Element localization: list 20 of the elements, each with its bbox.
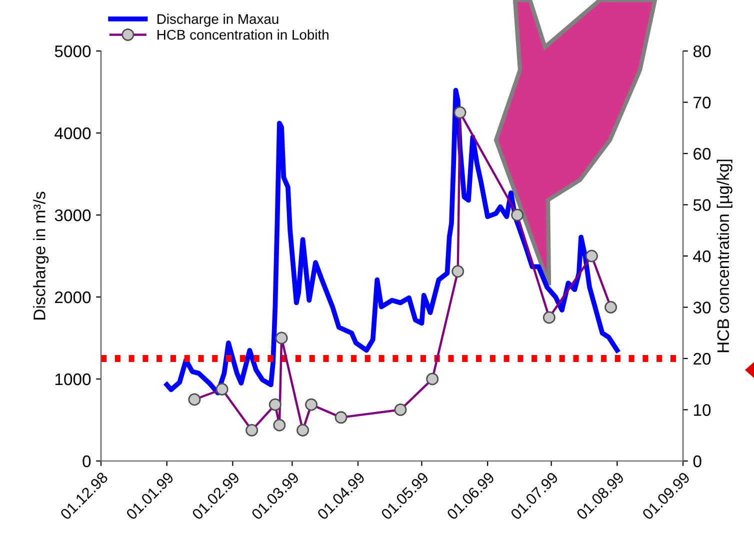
- y2-tick-label: 50: [693, 199, 711, 211]
- legend-label: Discharge in Maxau: [158, 14, 278, 27]
- y2-tick-label: 20: [694, 352, 711, 365]
- y-tick-label: 0: [82, 455, 91, 468]
- y2-tick-label: 30: [693, 302, 711, 314]
- y2-tick-label: 70: [694, 96, 711, 108]
- y-tick-label: 2000: [55, 291, 91, 304]
- y-tick-label: 1000: [55, 373, 91, 386]
- y-tick-label: 5000: [54, 45, 91, 58]
- legend-label: HCB concentration in Lobith: [158, 29, 328, 40]
- y-axis-title: Discharge in m³/s: [33, 192, 49, 320]
- y-tick-label: 3000: [54, 209, 91, 222]
- y2-tick-label: 0: [693, 455, 702, 468]
- y-tick-label: 4000: [54, 127, 91, 140]
- y2-tick-label: 60: [694, 148, 711, 160]
- y2-tick-label: 40: [693, 250, 711, 262]
- y2-axis-title: HCB concentration [µg/kg]: [716, 160, 732, 352]
- line-series: [164, 88, 620, 396]
- y2-tick-label: 10: [694, 404, 711, 416]
- y2-tick-label: 80: [693, 45, 711, 58]
